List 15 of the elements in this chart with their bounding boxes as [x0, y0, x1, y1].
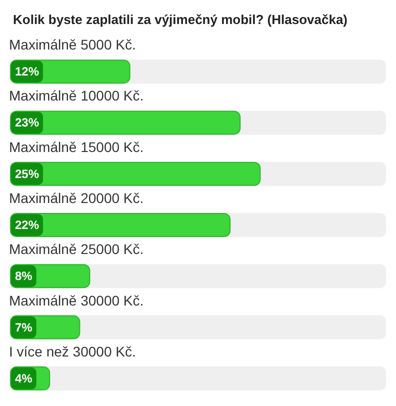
y-tick-label: Maximálně 30000 Kč. [9, 292, 144, 308]
chart-title: Kolik byste zaplatili za výjimečný mobil? (Hlasovačka) [13, 12, 348, 27]
y-tick-label: Maximálně 5000 Kč. [9, 36, 136, 53]
data-label: 22% [15, 218, 40, 232]
y-tick-label: Maximálně 25000 Kč. [9, 241, 144, 258]
y-tick-label: Maximálně 20000 Kč. [9, 190, 144, 206]
y-tick-label: Maximálně 15000 Kč. [9, 138, 144, 155]
y-tick-label: I více než 30000 Kč. [9, 343, 136, 360]
data-label: 12% [15, 64, 40, 79]
data-label: 4% [15, 371, 33, 386]
data-label: 25% [15, 166, 40, 181]
data-label: 23% [15, 116, 40, 130]
data-label: 7% [15, 320, 33, 334]
data-label: 8% [15, 269, 33, 284]
y-tick-label: Maximálně 10000 Kč. [9, 88, 144, 104]
